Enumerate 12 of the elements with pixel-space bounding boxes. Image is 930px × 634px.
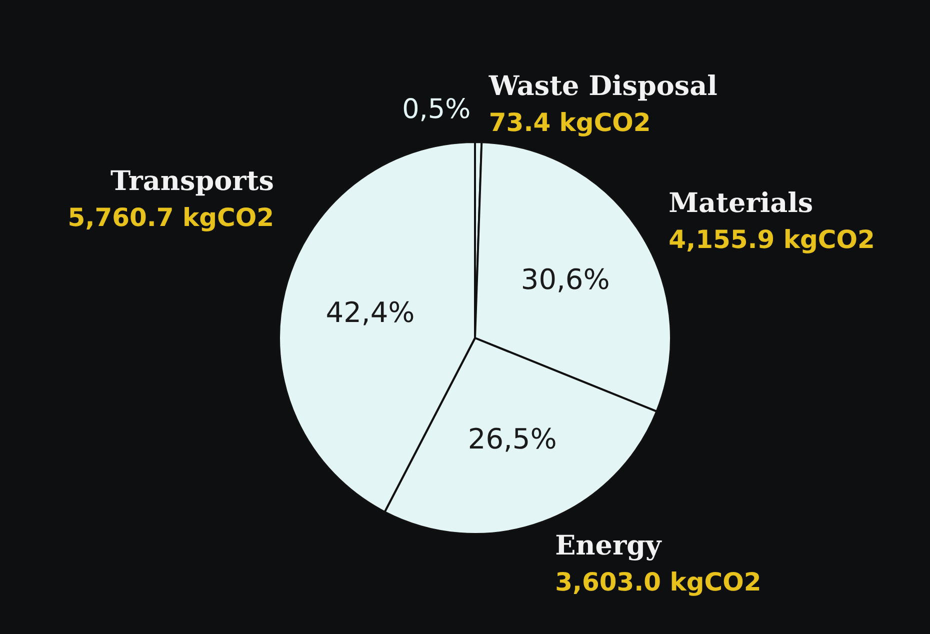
slice-label: Energy <box>555 530 663 562</box>
data-label: 73.4 kgCO2 <box>488 108 651 138</box>
text: 0,5% <box>402 94 471 126</box>
data-label: 4,155.9 kgCO2 <box>668 225 875 254</box>
text: 42,4% <box>326 296 415 329</box>
slice-label: Transports <box>110 166 274 197</box>
text: 26,5% <box>468 422 557 456</box>
data-label: 5,760.7 kgCO2 <box>68 203 274 232</box>
slice-label: Materials <box>668 188 814 220</box>
text: 30,6% <box>520 262 610 296</box>
data-label: 3,603.0 kgCO2 <box>555 568 762 597</box>
slice-label: Waste Disposal <box>488 71 718 102</box>
